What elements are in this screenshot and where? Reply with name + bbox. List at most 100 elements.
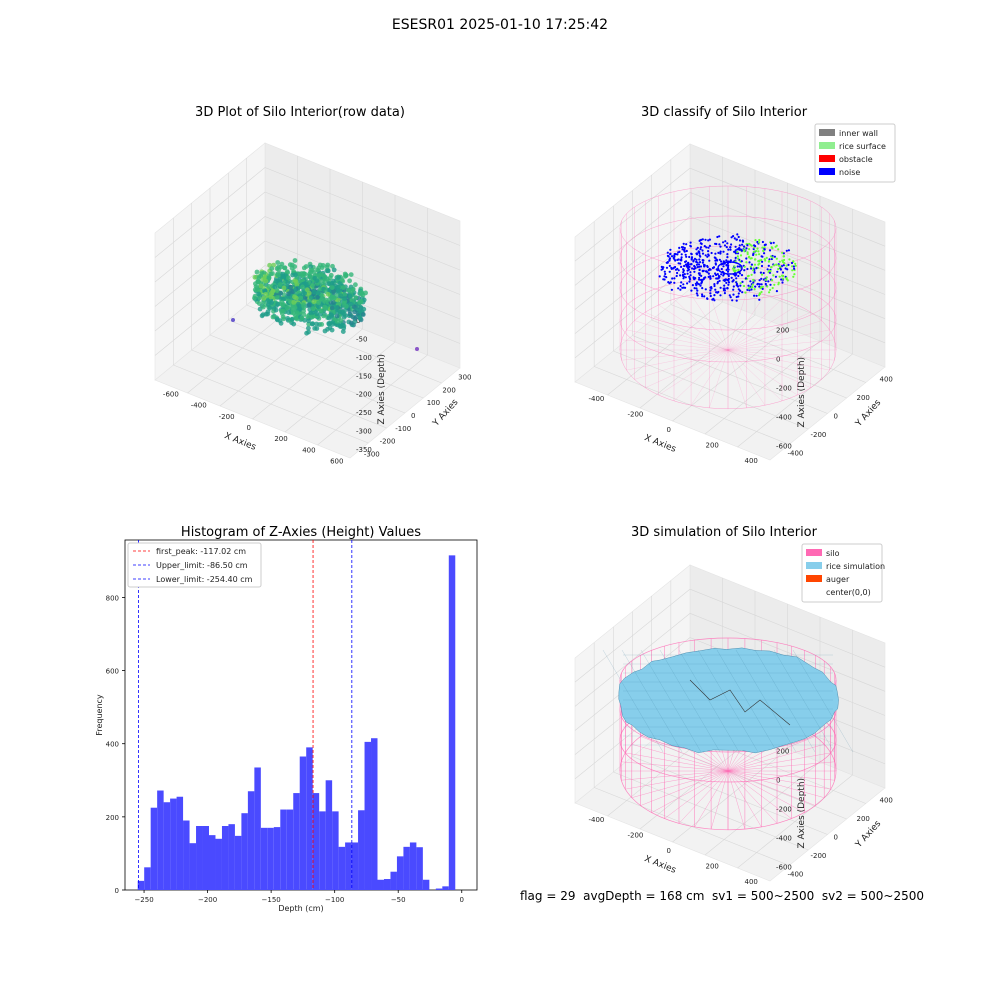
data-point xyxy=(353,282,358,288)
histogram-bar xyxy=(267,827,274,890)
x-axis-label: Depth (cm) xyxy=(278,904,323,913)
legend-swatch xyxy=(806,575,822,582)
chart-title: 3D classify of Silo Interior xyxy=(641,105,808,120)
data-point xyxy=(737,295,740,298)
grid-line xyxy=(574,167,691,262)
data-point xyxy=(727,274,730,278)
data-point xyxy=(682,271,685,274)
data-point xyxy=(708,238,712,241)
data-point xyxy=(285,280,291,285)
data-point xyxy=(760,283,763,286)
data-point xyxy=(733,270,736,273)
data-point xyxy=(685,249,688,253)
data-point xyxy=(757,260,760,263)
data-point xyxy=(704,288,707,291)
data-point xyxy=(694,282,698,285)
chart-title: 3D simulation of Silo Interior xyxy=(631,525,818,540)
data-point xyxy=(719,245,722,248)
data-point xyxy=(746,288,749,291)
data-point xyxy=(278,290,283,296)
data-point xyxy=(730,243,733,246)
grid-line xyxy=(154,167,266,258)
silo-wire xyxy=(727,349,783,402)
data-point xyxy=(773,255,777,258)
silo-wire xyxy=(727,312,811,351)
grid-line xyxy=(574,588,691,683)
data-point xyxy=(706,255,709,258)
data-point xyxy=(343,272,349,278)
data-point xyxy=(733,237,736,240)
data-point xyxy=(781,251,784,254)
data-point xyxy=(320,278,325,284)
data-point xyxy=(693,264,696,268)
silo-wire xyxy=(727,349,822,380)
data-point xyxy=(685,255,688,258)
data-point xyxy=(319,265,325,270)
data-point xyxy=(741,291,744,294)
data-point xyxy=(791,269,794,272)
data-point xyxy=(745,261,748,264)
data-point xyxy=(709,277,712,280)
data-point xyxy=(738,265,741,268)
data-point xyxy=(257,301,262,306)
data-point xyxy=(714,288,717,291)
data-point xyxy=(300,272,306,278)
x-tick-label: -400 xyxy=(589,816,605,824)
data-point xyxy=(706,265,709,269)
data-point xyxy=(772,274,775,277)
histogram-bar xyxy=(202,826,209,890)
histogram-bar xyxy=(196,826,203,890)
data-point xyxy=(766,268,769,271)
data-point xyxy=(713,283,716,286)
data-point xyxy=(286,291,291,297)
data-point xyxy=(668,264,671,267)
data-point xyxy=(703,264,706,267)
data-point xyxy=(668,270,671,273)
data-point xyxy=(352,309,357,315)
data-point xyxy=(734,252,738,255)
data-point xyxy=(270,314,276,320)
data-point xyxy=(348,301,353,307)
data-point xyxy=(781,281,784,284)
data-point xyxy=(339,277,345,283)
data-point xyxy=(664,272,667,276)
histogram-bar xyxy=(157,790,164,890)
data-point xyxy=(269,266,275,272)
data-point xyxy=(734,249,737,252)
silo-ring xyxy=(619,277,837,363)
data-point xyxy=(301,265,307,271)
data-point xyxy=(771,279,774,282)
data-point xyxy=(314,311,320,317)
grid-line xyxy=(689,588,886,668)
data-point xyxy=(676,267,679,270)
x-tick-label: -600 xyxy=(163,391,179,399)
data-point xyxy=(748,242,751,245)
data-point xyxy=(658,275,661,278)
y-axis-label: Y Axies xyxy=(853,398,883,430)
data-point xyxy=(325,262,331,268)
data-point xyxy=(308,295,314,300)
z-tick-label: -400 xyxy=(776,414,792,422)
data-point xyxy=(670,255,674,258)
data-point xyxy=(301,308,306,314)
data-point xyxy=(750,273,753,276)
data-point xyxy=(768,291,771,294)
data-point xyxy=(732,235,735,238)
data-point xyxy=(662,278,665,281)
data-point xyxy=(757,266,760,269)
data-point xyxy=(272,284,278,290)
histogram-bar xyxy=(286,809,294,890)
data-point xyxy=(757,241,761,244)
data-point xyxy=(338,293,344,299)
data-point xyxy=(751,283,754,286)
data-point xyxy=(794,264,797,267)
data-point xyxy=(669,248,672,251)
data-point xyxy=(698,268,701,271)
data-point xyxy=(779,268,783,271)
data-point xyxy=(767,264,770,267)
y-tick-label: 0 xyxy=(115,887,119,895)
data-point xyxy=(309,314,315,320)
data-point xyxy=(698,258,701,261)
data-point xyxy=(745,247,748,250)
data-point xyxy=(757,250,760,253)
